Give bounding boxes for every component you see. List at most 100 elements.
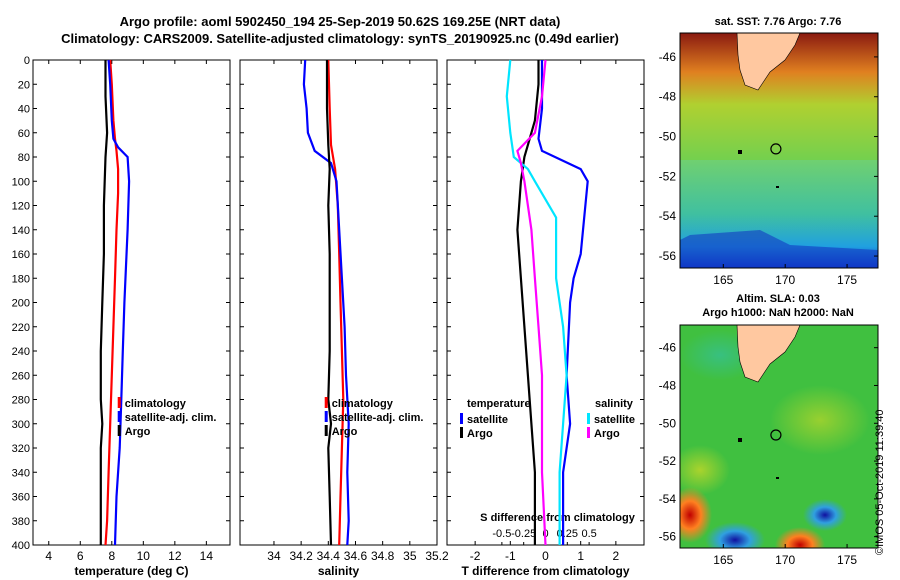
legend-swatch [117,397,121,408]
x-axis-label: temperature (deg C) [74,564,188,578]
sla-anomaly [775,527,825,548]
x-tick-label: 34 [267,549,281,563]
island-marker [776,477,779,479]
argo-position-marker [770,429,782,441]
legend-label: satellite [467,414,508,426]
y-tick-label: 200 [12,298,30,310]
sla-anomaly [803,499,847,531]
x2-tick-label: -0.25 [511,528,536,540]
y-tick-label: 160 [12,249,30,261]
sla-map: 165 170 175 -46 -48 -50 -52 -54 -56 [659,324,879,567]
imos-watermark: ©IMOS 05-Oct-2019 11:39:40 [874,409,886,555]
y-tick-label: 60 [18,128,30,140]
legend-swatch [117,425,121,436]
x-tick-label: 165 [713,273,733,287]
sla-anomaly [680,445,730,495]
y-tick-label: 300 [12,419,30,431]
sst-map: 165 170 175 -46 -48 -50 -52 -54 -56 [659,32,879,287]
y-tick-label: 240 [12,346,30,358]
y-tick-label: -48 [659,90,677,104]
difference-panel: -2 -1 0 1 2T difference from climatology S di… [446,59,645,578]
series-line [104,59,120,546]
x-tick-label: 14 [200,549,214,563]
land-mass [736,325,801,383]
sla-map-subtitle: Argo h1000: NaN h2000: NaN [702,307,854,319]
x-tick-label: 34.6 [344,549,368,563]
series-line [516,59,547,546]
y-tick-label: 380 [12,516,30,528]
sst-map-frame [679,32,879,269]
island-marker [738,438,742,442]
plot-title-line1: Argo profile: aoml 5902450_194 25-Sep-20… [119,14,561,29]
sla-map-title: Altim. SLA: 0.03 [736,293,820,305]
legend-swatch [587,427,590,438]
legend-swatch [460,427,463,438]
legend-label: climatology [332,398,394,410]
land-mass [736,33,801,91]
x-tick-label: 34.2 [289,549,313,563]
sla-anomaly [680,487,712,543]
legend-title: salinity [595,398,634,410]
series-line [505,59,568,545]
y-tick-label: 340 [12,467,30,479]
island-marker [776,186,779,188]
x-tick-label: 4 [45,549,52,563]
y-tick-label: 260 [12,370,30,382]
legend-label: Argo [594,428,620,440]
x-axis-label: T difference from climatology [461,564,629,578]
legend-swatch [324,411,328,422]
legend-title: temperature [467,398,531,410]
x2-tick-label: -0.5 [492,528,511,540]
sst-cold-patch [680,230,878,268]
x-tick-label: 0 [542,549,549,563]
y-tick-label: 360 [12,492,30,504]
plot-title-line2: Climatology: CARS2009. Satellite-adjuste… [61,31,619,46]
argo-position-marker [770,143,782,155]
x2-tick-label: 0.5 [581,528,596,540]
sla-map-frame [679,324,879,549]
legend-label: Argo [125,426,151,438]
series-line [537,60,589,545]
x-tick-label: 170 [775,553,795,567]
y-tick-label: 120 [12,201,30,213]
x-tick-label: 6 [77,549,84,563]
y-tick-label: -52 [659,169,677,183]
y-tick-label: 320 [12,443,30,455]
legend-label: Argo [467,428,493,440]
y-tick-label: 280 [12,395,30,407]
legend-swatch [460,413,463,424]
series-line [516,60,540,545]
y-tick-label: 20 [18,79,30,91]
y-tick-label: -46 [659,341,677,355]
y-tick-label: -54 [659,209,677,223]
y-tick-label: 80 [18,152,30,164]
sla-anomaly [705,522,765,548]
y-tick-label: -52 [659,454,677,468]
legend-swatch [587,413,590,424]
y-tick-label: -56 [659,249,677,263]
y-tick-label: -56 [659,530,677,544]
x-axis-label: salinity [318,564,360,578]
x-tick-label: 8 [108,549,115,563]
x-tick-label: 10 [137,549,151,563]
panel-frame [32,59,231,546]
x-tick-label: 34.4 [317,549,341,563]
legend-label: Argo [332,426,358,438]
y-tick-label: 0 [24,55,30,67]
legend-swatch [324,397,328,408]
x-tick-label: 170 [775,273,795,287]
series-line [302,59,350,546]
x-tick-label: 165 [713,553,733,567]
y-tick-label: 40 [18,104,30,116]
x-tick-label: 2 [613,549,620,563]
y-tick-label: -48 [659,378,677,392]
x2-axis-label: S difference from climatology [480,512,636,524]
panel-frame [239,59,438,546]
y-tick-label: 180 [12,273,30,285]
salinity-panel: 34 34.2 34.4 34.6 34.8 35 35.2 salinity climatol… [239,59,449,578]
legend-label: satellite [594,414,635,426]
y-tick-label: 400 [12,540,30,552]
x-tick-label: -1 [505,549,516,563]
legend-label: satellite-adj. clim. [125,412,217,424]
